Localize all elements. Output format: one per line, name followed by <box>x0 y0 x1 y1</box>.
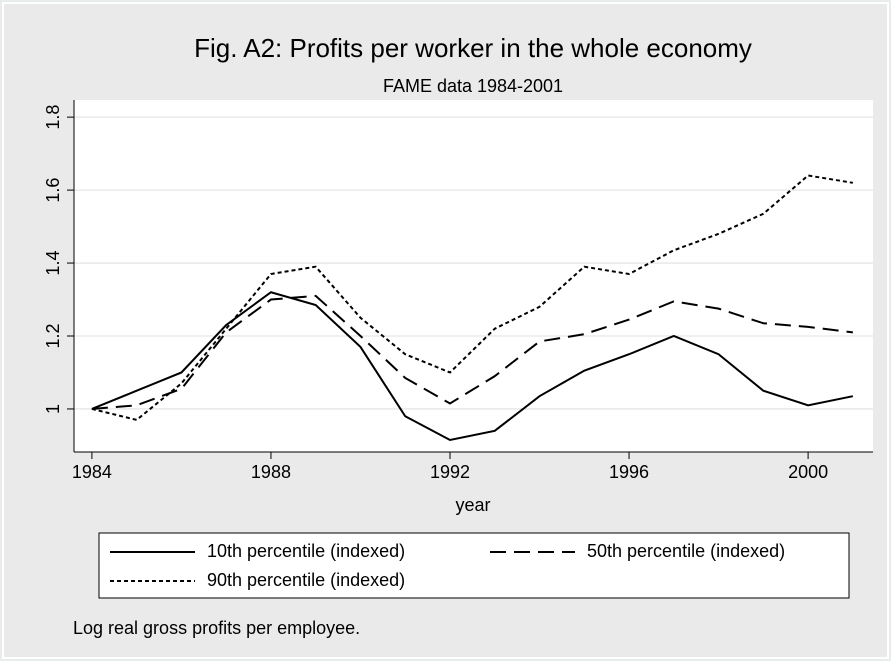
legend-label: 10th percentile (indexed) <box>207 541 405 561</box>
x-tick-label: 2000 <box>788 462 828 482</box>
x-tick-label: 1988 <box>251 462 291 482</box>
y-tick-label: 1.2 <box>43 323 63 348</box>
legend-label: 90th percentile (indexed) <box>207 570 405 590</box>
note: Log real gross profits per employee. <box>73 618 360 638</box>
series-line <box>91 291 854 442</box>
series-line <box>91 174 854 421</box>
legend-label: 50th percentile (indexed) <box>587 541 785 561</box>
x-tick-label: 1996 <box>609 462 649 482</box>
legend <box>98 532 850 599</box>
x-tick-label: 1984 <box>72 462 112 482</box>
x-axis-label: year <box>455 495 490 515</box>
x-tick-label: 1992 <box>430 462 470 482</box>
plot-area <box>74 100 873 452</box>
series-line <box>91 294 853 410</box>
y-tick-label: 1.6 <box>43 178 63 203</box>
y-tick-label: 1.4 <box>43 251 63 276</box>
chart-subtitle: FAME data 1984-2001 <box>383 76 563 96</box>
y-tick-label: 1.8 <box>43 105 63 130</box>
chart-title: Fig. A2: Profits per worker in the whole… <box>194 33 752 63</box>
y-tick-label: 1 <box>43 404 63 414</box>
